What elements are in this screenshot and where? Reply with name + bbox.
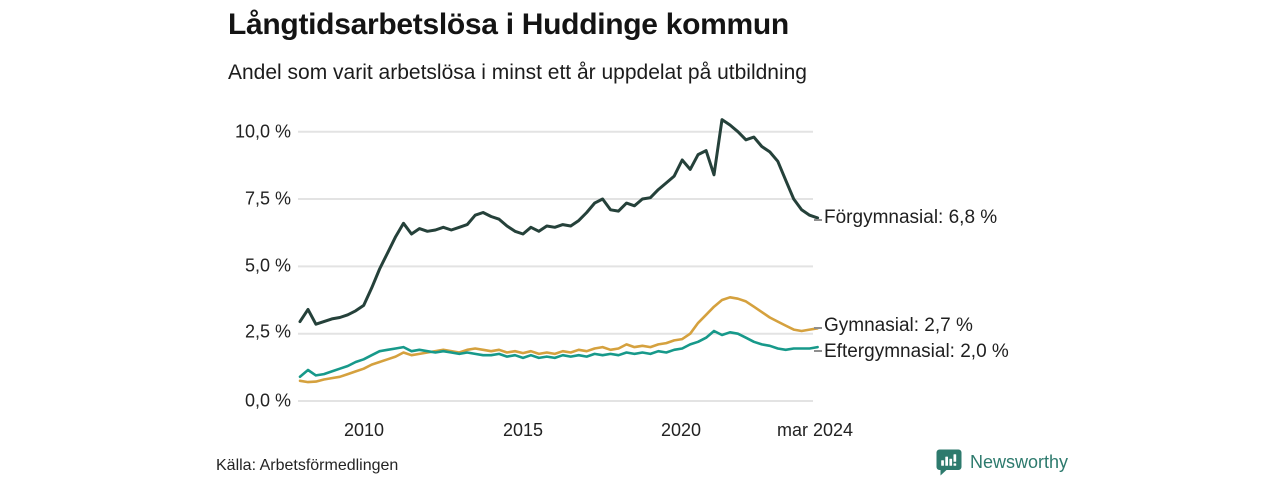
label-connector-dash [814, 219, 822, 221]
label-connector-dash [814, 327, 822, 329]
x-tick-label: 2015 [502, 420, 544, 440]
series-label-eftergymnasial: Eftergymnasial: 2,0 % [824, 341, 1009, 362]
series-line-förgymnasial [298, 118, 820, 326]
series-line-eftergymnasial [298, 329, 819, 379]
newsworthy-brand-text: Newsworthy [970, 452, 1069, 472]
x-tick-label: mar 2024 [776, 420, 854, 440]
series-label-gymnasial: Gymnasial: 2,7 % [824, 315, 973, 336]
y-tick-label: 7,5 % [244, 188, 291, 209]
y-tick-label: 10,0 % [234, 121, 291, 142]
series-line-gymnasial [298, 296, 819, 384]
x-tick-label: 2020 [660, 420, 702, 440]
label-connector-dash [814, 350, 822, 352]
y-tick-label: 0,0 % [244, 390, 291, 411]
newsworthy-brand: Newsworthy [936, 449, 1068, 476]
newsworthy-logo-icon [936, 449, 962, 476]
chart-title: Långtidsarbetslösa i Huddinge kommun [228, 8, 789, 41]
x-tick-label: 2010 [343, 420, 385, 440]
series-label-forgymnasial: Förgymnasial: 6,8 % [824, 207, 998, 228]
y-tick-label: 5,0 % [244, 255, 291, 276]
source-attribution: Källa: Arbetsförmedlingen [216, 457, 399, 474]
chart-subtitle: Andel som varit arbetslösa i minst ett å… [228, 61, 807, 84]
y-tick-label: 2,5 % [244, 321, 291, 342]
